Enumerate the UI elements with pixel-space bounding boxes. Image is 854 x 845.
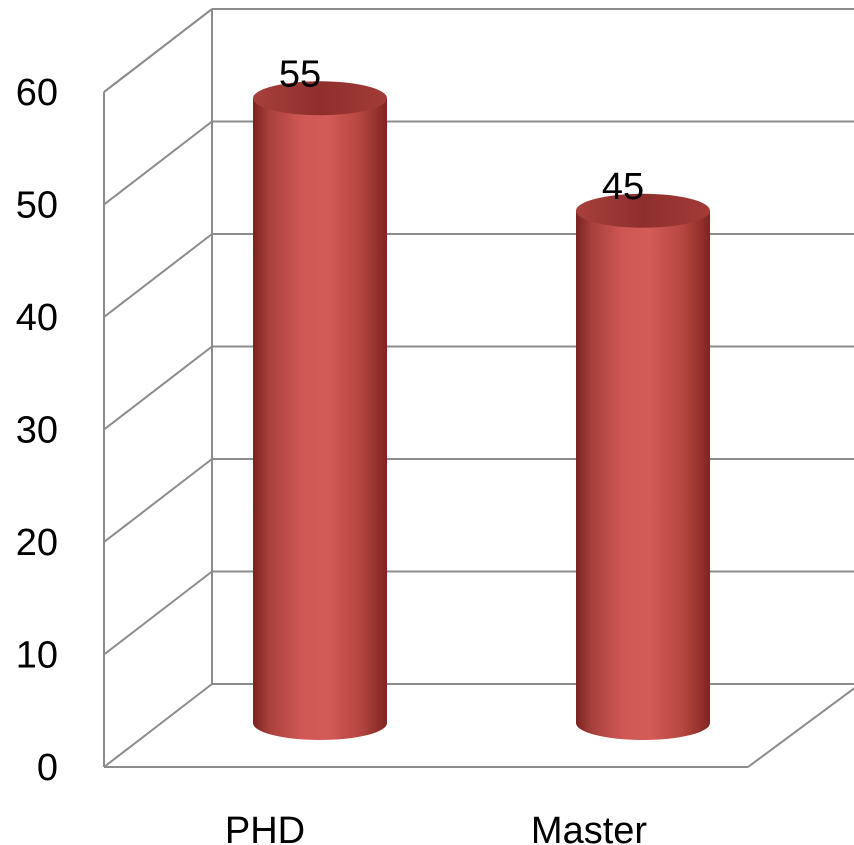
data-labels: 55 45 [279, 53, 644, 208]
y-tick-label: 50 [16, 185, 58, 227]
y-tick-label: 10 [16, 635, 58, 677]
bar-body [253, 98, 387, 740]
gridline-side [103, 8, 213, 93]
bar-top [576, 193, 710, 228]
gridline-side [103, 570, 213, 656]
bar [576, 193, 710, 740]
bars [253, 81, 710, 740]
y-tick-label: 60 [16, 72, 58, 114]
plot-walls [103, 8, 854, 768]
data-label: 55 [279, 53, 321, 95]
bar-body [576, 210, 710, 740]
x-axis-category-labels: PHD Master [225, 810, 648, 845]
gridline-side [103, 345, 213, 431]
gridlines [103, 8, 854, 768]
y-tick-label: 0 [37, 747, 58, 789]
y-tick-label: 30 [16, 410, 58, 452]
bar-top [253, 81, 387, 116]
gridline-side [103, 683, 213, 768]
x-category-label: PHD [225, 810, 305, 845]
bar [253, 81, 387, 740]
data-label: 45 [602, 166, 644, 208]
gridline-side [103, 233, 213, 318]
floor-right-edge [747, 687, 854, 768]
gridline-side [103, 458, 213, 543]
y-tick-label: 20 [16, 522, 58, 564]
x-category-label: Master [531, 810, 647, 845]
y-tick-label: 40 [16, 297, 58, 339]
gridline-side [103, 120, 213, 206]
y-axis-tick-labels: 0 10 20 30 40 50 60 [16, 72, 58, 789]
